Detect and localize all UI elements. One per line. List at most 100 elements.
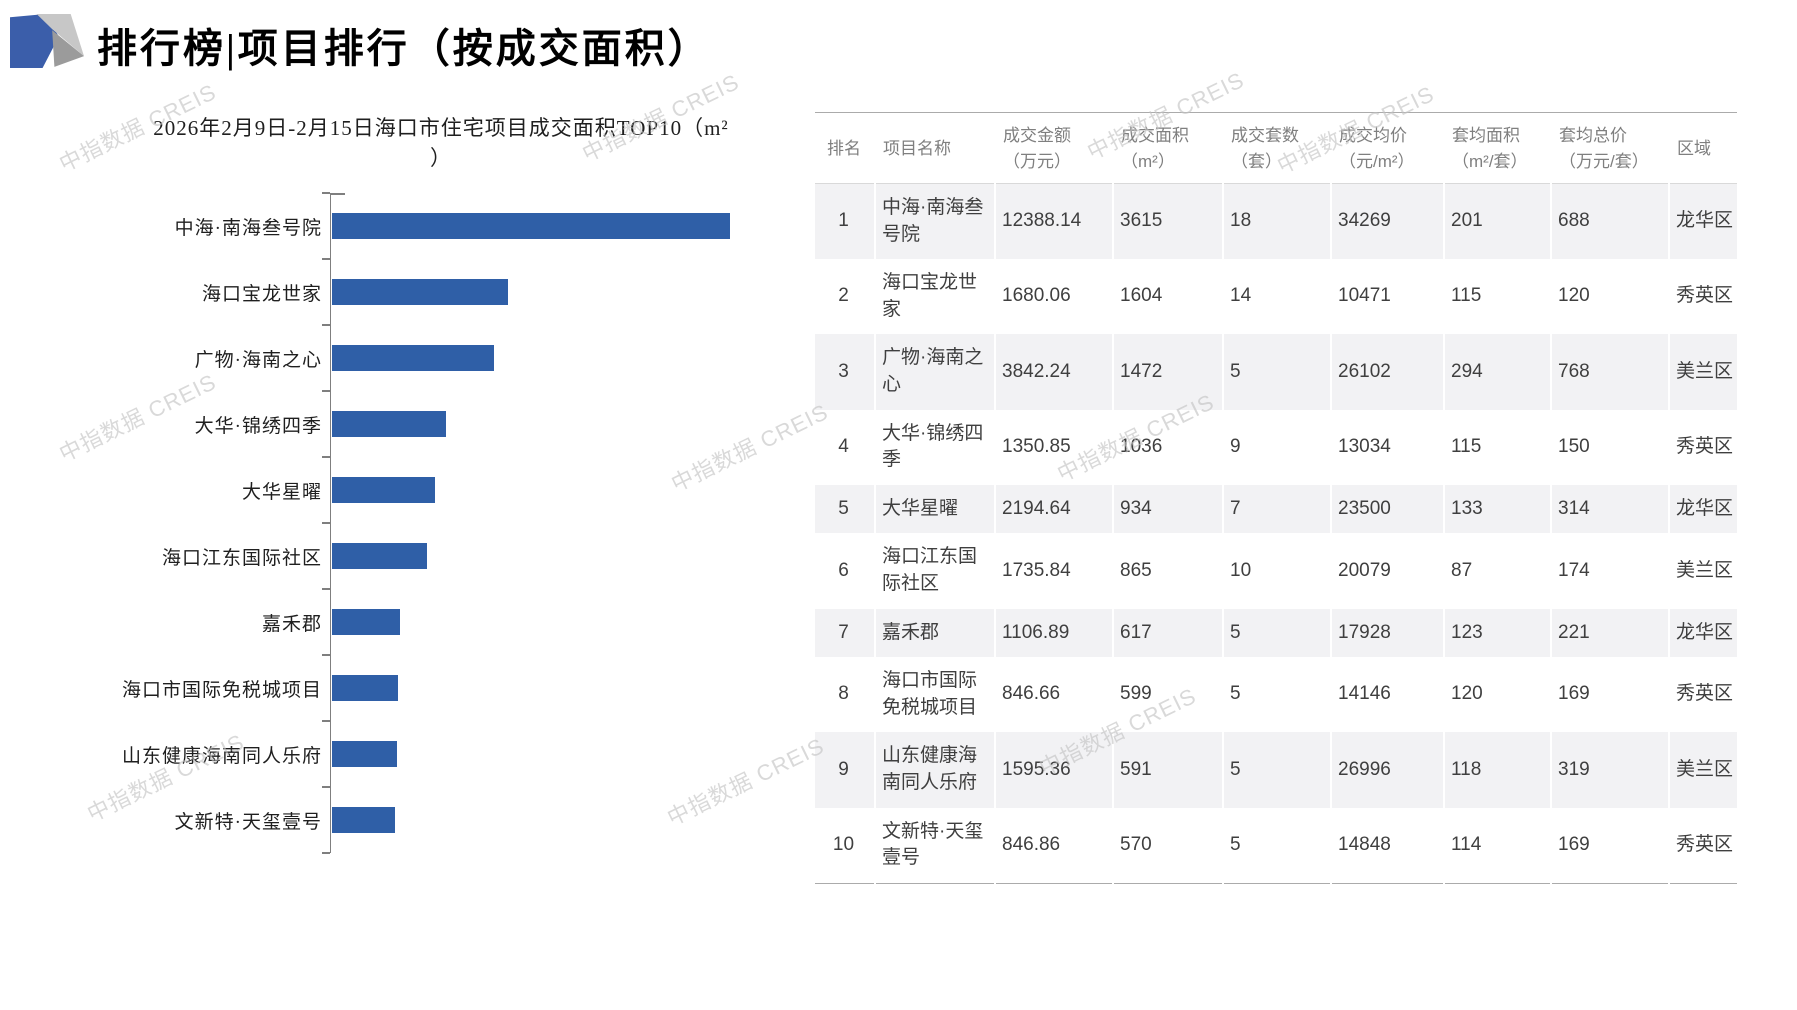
- table-cell: 34269: [1330, 183, 1444, 260]
- axis-tick: [322, 324, 330, 326]
- table-cell: 934: [1112, 484, 1223, 534]
- table-cell: 5: [1222, 807, 1331, 884]
- table-cell: 3842.24: [994, 334, 1113, 410]
- table-cell: 7: [1222, 484, 1331, 534]
- table-cell: 山东健康海南同人乐府: [874, 732, 995, 808]
- table-row: 6 海口江东国际社区 1735.84 865 10 20079 87 174 美兰区: [815, 533, 1737, 609]
- bar-chart-rows: 中海·南海叁号院 海口宝龙世家广物·海南之心 大华·锦绣四季大华星曜海口江东国际社区…: [85, 193, 785, 853]
- chart-plot-area: [330, 655, 785, 721]
- table-header-cell: 成交套数 （套）: [1223, 112, 1331, 184]
- table-cell: 海口江东国际社区: [874, 533, 995, 609]
- axis-tick: [322, 192, 330, 194]
- header-line1: 成交面积: [1121, 126, 1189, 145]
- table-cell: 秀英区: [1668, 807, 1737, 884]
- bar: [332, 345, 494, 371]
- chart-plot-area: [330, 457, 785, 523]
- chart-plot-area: [330, 787, 785, 853]
- table-cell: 1604: [1112, 259, 1223, 335]
- bar: [332, 675, 398, 701]
- chart-title-line1: 2026年2月9日-2月15日海口市住宅项目成交面积TOP10（m²: [153, 116, 729, 140]
- rank-cell: 4: [838, 435, 849, 457]
- table-cell: 169: [1550, 657, 1669, 733]
- header-line2: （万元/套）: [1559, 151, 1649, 171]
- table-cell: 14: [1222, 259, 1331, 335]
- rank-cell: 10: [832, 833, 855, 855]
- table-cell: 1106.89: [994, 608, 1113, 658]
- rank-cell: 9: [838, 758, 849, 780]
- table-cell: 海口市国际免税城项目: [874, 657, 995, 733]
- chart-category-label: 嘉禾郡: [261, 613, 322, 635]
- table-cell: 5: [1222, 732, 1331, 808]
- chart-row: 海口市国际免税城项目: [85, 655, 785, 721]
- chart-row: 海口宝龙世家: [85, 259, 785, 325]
- table-cell: 1595.36: [994, 732, 1113, 808]
- table-cell: 龙华区: [1668, 183, 1737, 260]
- bar: [332, 411, 446, 437]
- rank-cell: 2: [838, 285, 849, 307]
- table-cell: 中海·南海叁号院: [874, 183, 995, 260]
- table-cell: 10471: [1330, 259, 1444, 335]
- table-cell: 5: [1222, 334, 1331, 410]
- header-line2: （万元）: [1003, 151, 1071, 171]
- table-cell: 海口宝龙世家: [874, 259, 995, 335]
- table-cell: 115: [1443, 259, 1551, 335]
- table-row: 3 广物·海南之心 3842.24 1472 5 26102 294 768 美兰区: [815, 334, 1737, 410]
- table-header-cell: 区域: [1669, 112, 1737, 184]
- chart-row: 大华星曜: [85, 457, 785, 523]
- table-cell: 17928: [1330, 608, 1444, 658]
- table-cell: 314: [1550, 484, 1669, 534]
- chart-plot-area: [330, 523, 785, 589]
- table-cell: 5: [1222, 657, 1331, 733]
- axis-tick: [322, 852, 330, 854]
- table-cell: 3615: [1112, 183, 1223, 260]
- table-cell: 221: [1550, 608, 1669, 658]
- table-cell: 大华星曜: [874, 484, 995, 534]
- table-cell: 1680.06: [994, 259, 1113, 335]
- chart-plot-area: [330, 325, 785, 391]
- chart-row: 大华·锦绣四季: [85, 391, 785, 457]
- table-header-cell: 排名: [815, 112, 875, 184]
- table-cell: 5: [1222, 608, 1331, 658]
- rank-cell: 6: [838, 559, 849, 581]
- chart-row: 中海·南海叁号院: [85, 193, 785, 259]
- table-cell: 1036: [1112, 409, 1223, 485]
- bar: [332, 213, 730, 239]
- table-cell: 13034: [1330, 409, 1444, 485]
- chart-plot-area: [330, 193, 785, 259]
- axis-tick: [322, 720, 330, 722]
- table-cell: 169: [1550, 807, 1669, 884]
- creis-logo-icon: [10, 14, 84, 68]
- chart-plot-area: [330, 721, 785, 787]
- table-cell: 768: [1550, 334, 1669, 410]
- table-cell: 150: [1550, 409, 1669, 485]
- table-cell: 26996: [1330, 732, 1444, 808]
- chart-row: 广物·海南之心: [85, 325, 785, 391]
- table-cell: 秀英区: [1668, 409, 1737, 485]
- chart-category-label: 大华·锦绣四季: [194, 415, 322, 437]
- table-cell: 120: [1550, 259, 1669, 335]
- chart-row: 嘉禾郡: [85, 589, 785, 655]
- bar: [332, 609, 400, 635]
- table-cell: 865: [1112, 533, 1223, 609]
- table-cell: 617: [1112, 608, 1223, 658]
- chart-category-label: 海口江东国际社区: [161, 547, 322, 569]
- table-cell: 319: [1550, 732, 1669, 808]
- axis-tick: [322, 588, 330, 590]
- axis-tick: [322, 258, 330, 260]
- bar-chart: 中海·南海叁号院 海口宝龙世家广物·海南之心 大华·锦绣四季大华星曜海口江东国际社区…: [85, 192, 785, 854]
- header-line1: 成交套数: [1231, 126, 1299, 145]
- table-cell: 12388.14: [994, 183, 1113, 260]
- axis-tick: [322, 654, 330, 656]
- table-row: 7 嘉禾郡 1106.89 617 5 17928 123 221 龙华区: [815, 608, 1737, 658]
- bar: [332, 807, 395, 833]
- table-cell: 115: [1443, 409, 1551, 485]
- bar: [332, 543, 428, 569]
- chart-row: 文新特·天玺壹号: [85, 787, 785, 853]
- data-table: 排名 项目名称 成交金额 （万元） 成交面积 （m²） 成交套数 （套） 成交均价 （元/m²） 套…: [815, 112, 1737, 884]
- chart-category-label: 广物·海南之心: [194, 349, 322, 371]
- table-cell: 18: [1222, 183, 1331, 260]
- bar: [332, 477, 435, 503]
- table-header-cell: 成交面积 （m²）: [1113, 112, 1223, 184]
- table-cell: 20079: [1330, 533, 1444, 609]
- table-cell: 1735.84: [994, 533, 1113, 609]
